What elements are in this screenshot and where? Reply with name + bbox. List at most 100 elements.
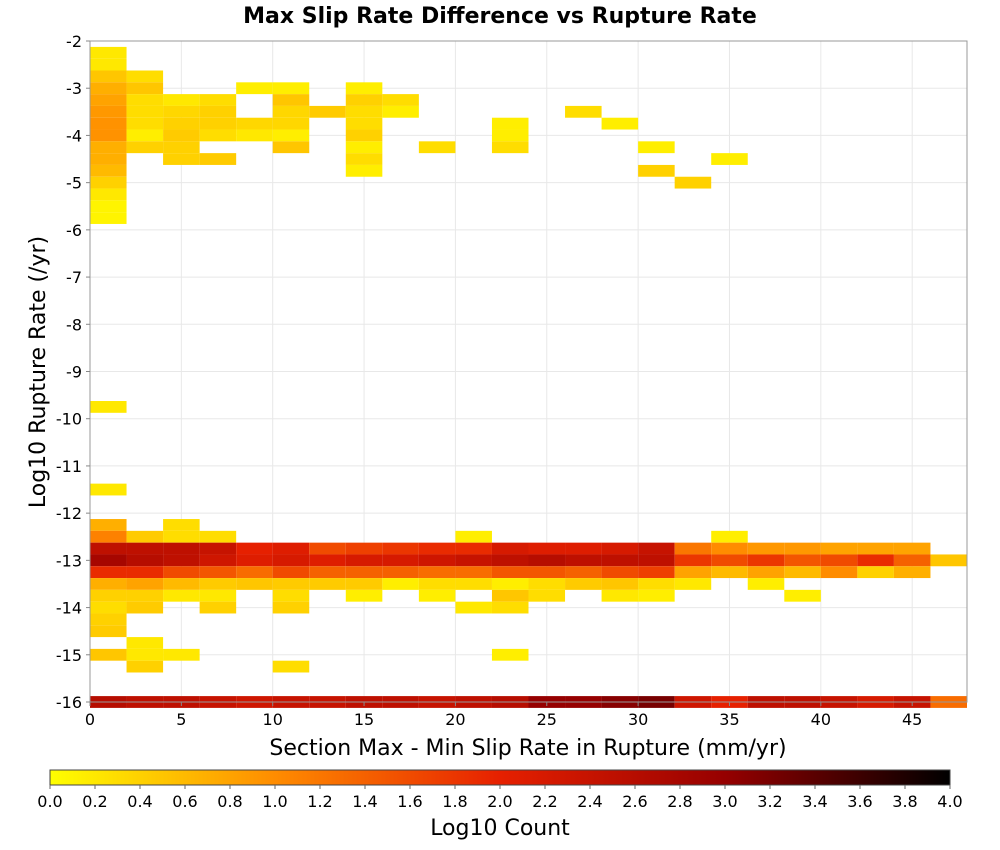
heatmap-cell: [199, 530, 237, 543]
x-tick-label: 5: [176, 710, 186, 729]
heatmap-cell: [90, 153, 127, 165]
heatmap-cell: [199, 578, 237, 590]
heatmap-cell: [857, 554, 894, 567]
heatmap-cell: [199, 94, 237, 106]
heatmap-cell: [491, 648, 529, 661]
colorbar-tick-label: 0.6: [172, 792, 197, 811]
heatmap-cell: [565, 554, 602, 567]
heatmap-cell: [236, 542, 273, 555]
heatmap-cell: [90, 70, 127, 83]
heatmap-cell: [857, 566, 894, 579]
heatmap-cell: [857, 542, 894, 555]
colorbar-tick-label: 2.8: [667, 792, 692, 811]
heatmap-cell: [418, 566, 456, 579]
heatmap-cell: [199, 589, 237, 602]
heatmap-cell: [90, 648, 127, 661]
heatmap-cell: [126, 554, 164, 567]
heatmap-cell: [711, 153, 748, 165]
heatmap-cell: [345, 153, 383, 165]
heatmap-cell: [345, 129, 383, 142]
colorbar-tick-label: 3.0: [712, 792, 737, 811]
heatmap-cell: [674, 578, 712, 590]
heatmap-cell: [638, 164, 675, 177]
heatmap-cell: [711, 566, 748, 579]
colorbar-tick-label: 2.6: [622, 792, 647, 811]
colorbar-tick-label: 3.2: [757, 792, 782, 811]
heatmap-cell: [747, 566, 785, 579]
heatmap-cell: [455, 554, 492, 567]
heatmap-cell: [491, 117, 529, 130]
heatmap-cell: [90, 105, 127, 118]
heatmap-cell: [784, 589, 821, 602]
y-tick-label: -5: [66, 174, 82, 193]
heatmap-cell: [126, 578, 164, 590]
heatmap-cell: [345, 141, 383, 154]
y-tick-label: -12: [56, 504, 82, 523]
x-axis-label: Section Max - Min Slip Rate in Rupture (…: [269, 736, 786, 761]
heatmap-cell: [90, 200, 127, 213]
heatmap-cell: [126, 141, 164, 154]
heatmap-cell: [345, 164, 383, 177]
heatmap-cell: [747, 578, 785, 590]
y-tick-label: -10: [56, 410, 82, 429]
y-tick-label: -9: [66, 363, 82, 382]
heatmap-cell: [199, 117, 237, 130]
y-tick-label: -8: [66, 315, 82, 334]
heatmap-cell: [565, 542, 602, 555]
heatmap-cell: [272, 82, 310, 95]
heatmap-cell: [236, 566, 273, 579]
heatmap-cell: [455, 566, 492, 579]
heatmap-cell: [126, 648, 164, 661]
heatmap-cell: [601, 566, 639, 579]
heatmap-cell: [418, 578, 456, 590]
heatmap-cell: [455, 578, 492, 590]
heatmap-cell: [126, 129, 164, 142]
heatmap-cell: [199, 153, 237, 165]
heatmap-cell: [90, 129, 127, 142]
y-tick-label: -13: [56, 551, 82, 570]
heatmap-cell: [601, 578, 639, 590]
heatmap-cell: [126, 530, 164, 543]
heatmap-cell: [199, 601, 237, 614]
heatmap-cell: [236, 117, 273, 130]
colorbar-tick-label: 1.8: [442, 792, 467, 811]
x-tick-label: 0: [85, 710, 95, 729]
x-tick-label: 20: [445, 710, 465, 729]
heatmap-cell: [126, 82, 164, 95]
heatmap-cell: [893, 542, 931, 555]
y-tick-label: -3: [66, 79, 82, 98]
heatmap-cell: [272, 105, 310, 118]
heatmap-cell: [90, 554, 127, 567]
heatmap-cell: [601, 117, 639, 130]
heatmap-cell: [90, 613, 127, 626]
y-tick-label: -2: [66, 32, 82, 51]
heatmap-cell: [126, 94, 164, 106]
heatmap-cell: [90, 176, 127, 189]
heatmap-cell: [199, 105, 237, 118]
heatmap-cell: [820, 554, 858, 567]
heatmap-cell: [345, 94, 383, 106]
heatmap-cell: [126, 542, 164, 555]
x-axis-ticks: 0 5 10 15 20 25 30 35 40 45: [85, 702, 922, 729]
heatmap-cell: [309, 578, 346, 590]
heatmap-cell: [382, 554, 419, 567]
heatmap-cell: [126, 637, 164, 649]
heatmap-cell: [345, 105, 383, 118]
heatmap-cell: [199, 129, 237, 142]
heatmap-cell: [272, 141, 310, 154]
heatmap-cell: [711, 542, 748, 555]
heatmap-cell: [455, 601, 492, 614]
heatmap-cell: [638, 589, 675, 602]
heatmap-cell: [747, 542, 785, 555]
heatmap-cell: [528, 578, 566, 590]
heatmap-cell: [90, 401, 127, 413]
heatmap-cell: [163, 94, 200, 106]
colorbar-tick-label: 3.6: [847, 792, 872, 811]
heatmap-cell: [491, 542, 529, 555]
heatmap-cell: [163, 589, 200, 602]
heatmap-cell: [638, 141, 675, 154]
heatmap-cell: [90, 94, 127, 106]
heatmap-cell: [418, 141, 456, 154]
heatmap-cell: [90, 164, 127, 177]
heatmap-cell: [272, 94, 310, 106]
